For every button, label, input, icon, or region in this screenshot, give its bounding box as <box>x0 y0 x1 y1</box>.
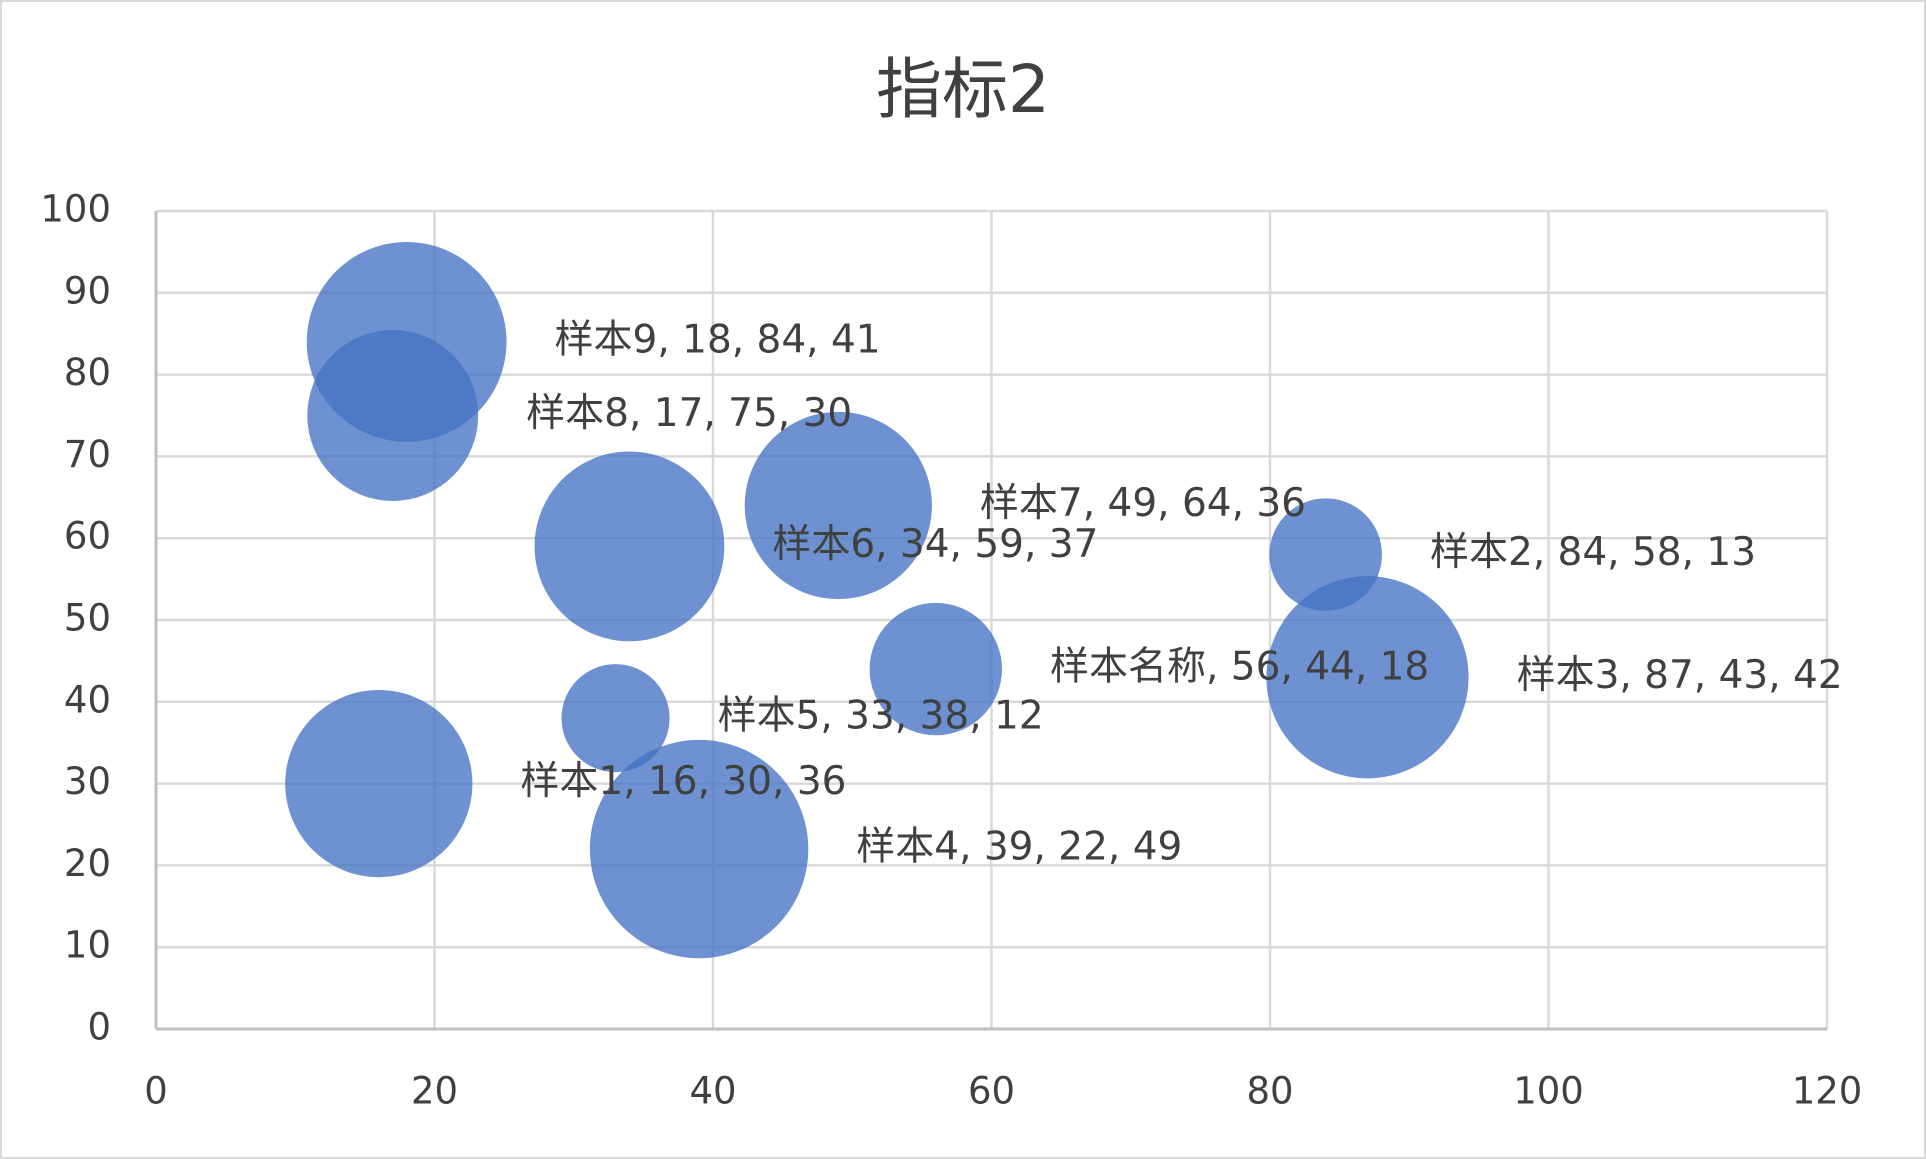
data-label: 样本8, 17, 75, 30 <box>526 391 852 436</box>
bubble <box>534 451 725 642</box>
bubble <box>1266 576 1469 779</box>
data-label: 样本6, 34, 59, 37 <box>772 522 1098 567</box>
bubble <box>744 411 932 600</box>
x-tick-label: 100 <box>1513 1070 1584 1113</box>
y-tick-label: 40 <box>64 678 111 721</box>
y-tick-label: 80 <box>64 351 111 394</box>
bubble <box>306 241 507 442</box>
data-label: 样本名称, 56, 44, 18 <box>1050 645 1429 690</box>
y-tick-label: 100 <box>40 188 111 231</box>
y-tick-label: 60 <box>64 515 111 558</box>
data-label: 样本2, 84, 58, 13 <box>1430 530 1756 575</box>
chart-title: 指标2 <box>876 51 1050 128</box>
data-label: 样本5, 33, 38, 12 <box>718 694 1044 739</box>
x-tick-label: 0 <box>144 1070 168 1113</box>
bubble <box>285 690 473 878</box>
data-label: 样本1, 16, 30, 36 <box>520 759 846 804</box>
x-tick-label: 80 <box>1246 1070 1293 1113</box>
y-tick-label: 30 <box>64 760 111 803</box>
x-tick-label: 20 <box>411 1070 458 1113</box>
x-tick-label: 60 <box>968 1070 1015 1113</box>
bubble <box>589 739 809 959</box>
y-tick-label: 90 <box>64 269 111 312</box>
x-tick-label: 40 <box>689 1070 736 1113</box>
bubble <box>869 602 1002 736</box>
y-tick-label: 0 <box>87 1006 111 1049</box>
data-label: 样本3, 87, 43, 42 <box>1517 653 1843 698</box>
data-label: 样本9, 18, 84, 41 <box>555 317 881 362</box>
x-tick-label: 120 <box>1792 1070 1863 1113</box>
bubble <box>561 664 670 773</box>
y-tick-label: 10 <box>64 924 111 967</box>
y-tick-label: 50 <box>64 597 111 640</box>
y-tick-label: 70 <box>64 433 111 476</box>
data-label: 样本7, 49, 64, 36 <box>980 481 1306 526</box>
y-tick-label: 20 <box>64 842 111 885</box>
data-label: 样本4, 39, 22, 49 <box>856 825 1182 870</box>
